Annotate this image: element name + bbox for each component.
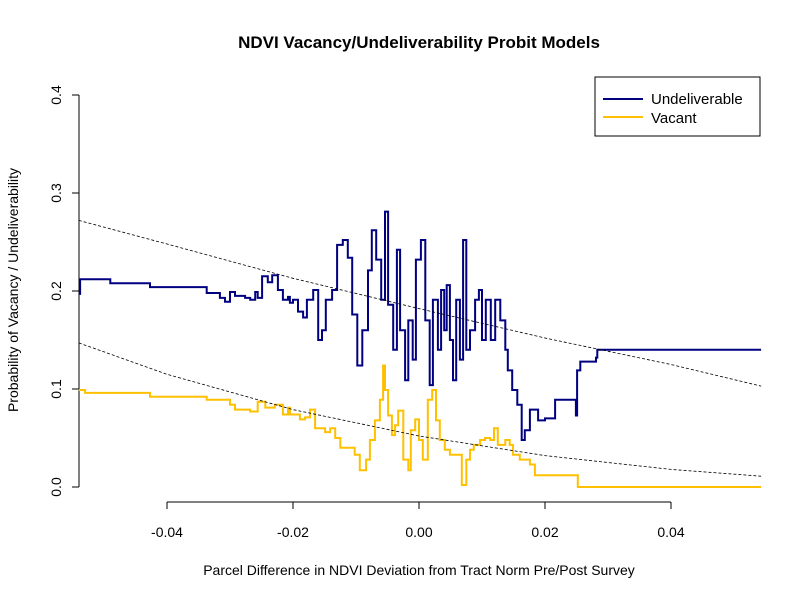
y-axis-label: Probability of Vacancy / Undeliverabilit…	[5, 168, 21, 412]
series-line-vacant-fit	[78, 342, 762, 477]
series-line-undeliverable	[78, 210, 762, 441]
series-line-vacant	[78, 364, 762, 488]
y-tick-label: 0.3	[48, 183, 64, 203]
legend: Undeliverable Vacant	[594, 76, 761, 137]
x-tick-label: 0.04	[657, 524, 684, 540]
y-tick-label: 0.0	[48, 477, 64, 497]
y-tick-label: 0.1	[48, 379, 64, 399]
y-tick-label: 0.2	[48, 281, 64, 301]
legend-label-undeliverable: Undeliverable	[651, 91, 743, 108]
series-line-undeliverable-fit	[78, 220, 762, 387]
y-tick-label: 0.4	[48, 85, 64, 105]
legend-label-vacant: Vacant	[651, 110, 697, 127]
x-tick-label: -0.04	[151, 524, 183, 540]
chart-title: NDVI Vacancy/Undeliverability Probit Mod…	[238, 33, 600, 52]
legend-box	[594, 76, 761, 137]
x-axis-label: Parcel Difference in NDVI Deviation from…	[203, 562, 635, 578]
x-tick-label: -0.02	[277, 524, 309, 540]
x-tick-label: 0.02	[531, 524, 558, 540]
x-tick-label: 0.00	[405, 524, 432, 540]
